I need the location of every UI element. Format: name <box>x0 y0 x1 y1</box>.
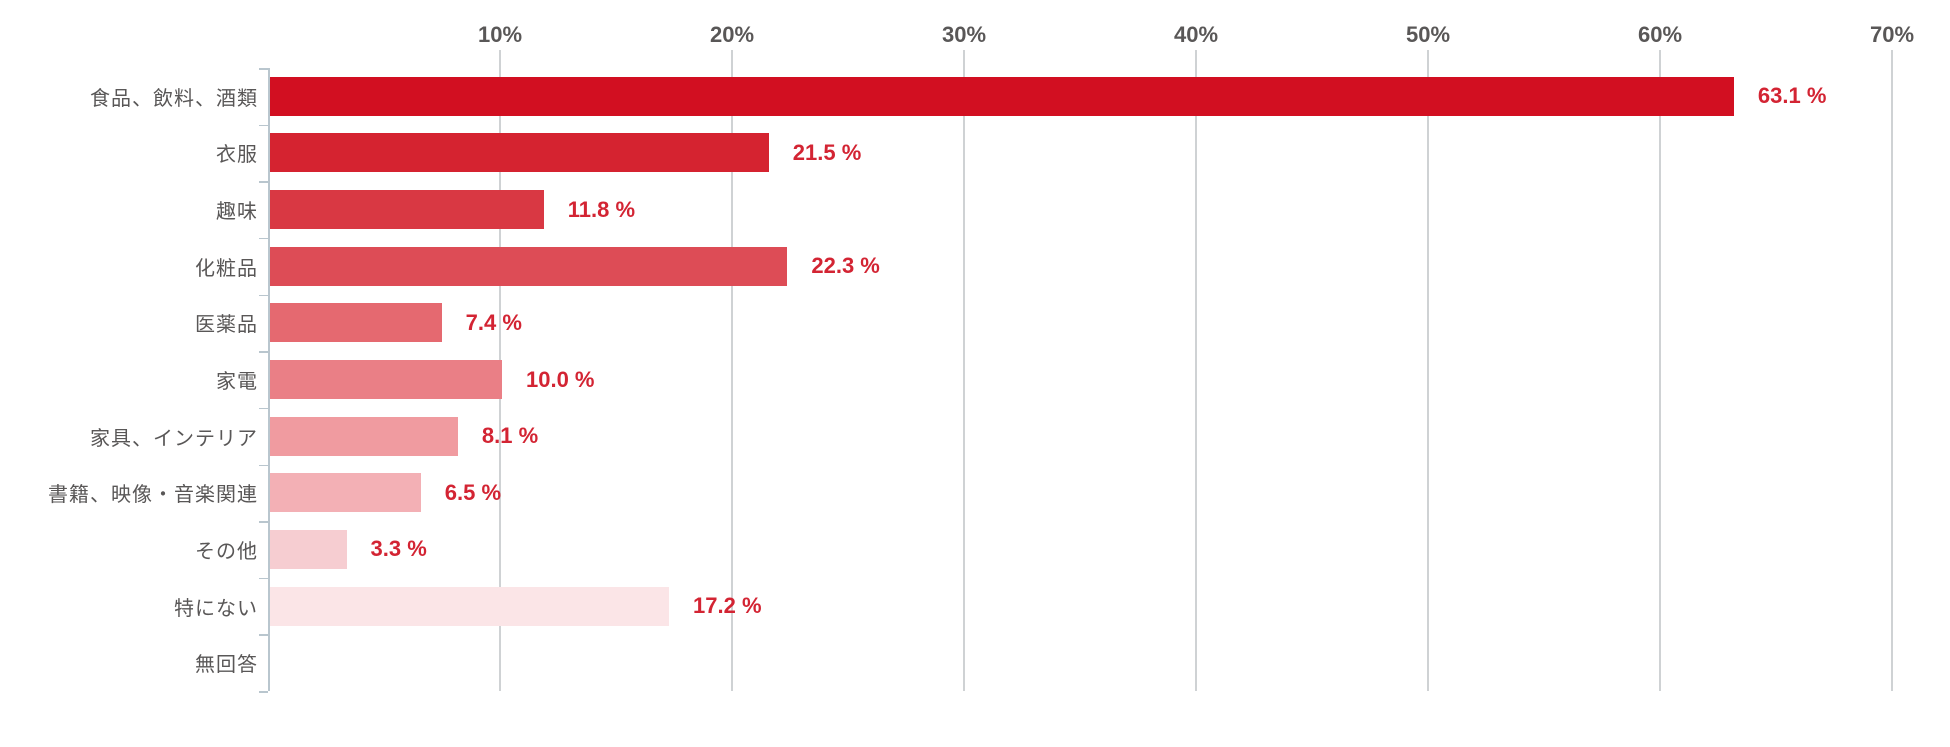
y-axis-tick <box>259 521 268 523</box>
y-axis-line <box>268 68 270 691</box>
gridline <box>1195 50 1197 691</box>
bar <box>270 190 544 230</box>
chart-row: 無回答 <box>0 634 1950 691</box>
value-label: 8.1 % <box>481 423 539 449</box>
bar-track: 10.0 % <box>270 360 1950 400</box>
x-tick-label: 60% <box>1637 22 1683 47</box>
bar <box>270 416 458 456</box>
y-axis-tick <box>259 294 268 296</box>
category-label: 家電 <box>216 371 258 394</box>
gridline <box>731 50 733 691</box>
chart-row: 書籍、映像・音楽関連 6.5 % <box>0 464 1950 521</box>
x-tick-label: 10% <box>477 22 523 47</box>
category-label: 食品、飲料、酒類 <box>90 87 258 110</box>
chart-row: 家電 10.0 % <box>0 351 1950 408</box>
x-tick-label: 40% <box>1173 22 1219 47</box>
bar <box>270 360 502 400</box>
category-label: 趣味 <box>216 201 258 224</box>
y-axis-tick <box>259 68 268 70</box>
category-label: 医薬品 <box>195 314 258 337</box>
bar-track: 21.5 % <box>270 133 1950 173</box>
x-tick-label: 20% <box>709 22 755 47</box>
category-label: 書籍、映像・音楽関連 <box>48 484 258 507</box>
y-axis-tick <box>259 237 268 240</box>
bar-track: 3.3 % <box>270 529 1950 569</box>
value-label: 3.3 % <box>370 536 427 562</box>
category-label: その他 <box>195 540 258 563</box>
gridline <box>1891 50 1893 691</box>
category-label: 特にない <box>174 597 258 620</box>
y-axis-tick <box>259 464 268 466</box>
category-label: 化粧品 <box>195 257 258 280</box>
value-label: 21.5 % <box>792 139 862 165</box>
value-label: 17.2 % <box>693 593 762 619</box>
category-label: 無回答 <box>195 654 258 677</box>
gridline <box>1659 50 1661 691</box>
y-axis-tick <box>259 351 268 353</box>
bar <box>270 586 670 626</box>
category-label: 衣服 <box>216 144 258 167</box>
chart-row: 衣服 21.5 % <box>0 125 1950 182</box>
chart-row: 食品、飲料、酒類 63.1 % <box>0 68 1950 125</box>
y-axis-tick <box>259 124 268 127</box>
chart-row: 趣味 11.8 % <box>0 181 1950 238</box>
chart-row: 家具、インテリア 8.1 % <box>0 408 1950 465</box>
x-tick-label: 70% <box>1869 22 1915 47</box>
y-axis-tick <box>259 634 268 636</box>
x-tick-label: 30% <box>941 22 987 47</box>
y-axis-tick <box>259 691 268 693</box>
y-axis-tick <box>259 407 268 410</box>
value-label: 7.4 % <box>465 309 522 335</box>
category-label: 家具、インテリア <box>90 427 258 450</box>
bar-track: 63.1 % <box>270 76 1950 116</box>
chart-row: 特にない 17.2 % <box>0 578 1950 635</box>
chart-row: 医薬品 7.4 % <box>0 295 1950 352</box>
value-label: 63.1 % <box>1757 83 1827 109</box>
bar <box>270 246 788 286</box>
bar <box>270 529 347 569</box>
value-label: 10.0 % <box>526 366 595 392</box>
y-axis-tick <box>259 577 268 580</box>
value-label: 6.5 % <box>444 479 502 505</box>
bar <box>270 133 769 173</box>
x-tick-label: 50% <box>1405 22 1451 47</box>
chart-row: 化粧品 22.3 % <box>0 238 1950 295</box>
bar <box>270 76 1734 116</box>
gridline <box>1427 50 1429 691</box>
bar-track: 7.4 % <box>270 303 1950 343</box>
bar <box>270 303 442 343</box>
value-label: 11.8 % <box>567 196 636 222</box>
bar-track: 8.1 % <box>270 416 1950 456</box>
bar <box>270 473 421 513</box>
chart-rows: 食品、飲料、酒類 63.1 % 衣服 21.5 % 趣味 11.8 % 化粧品 … <box>0 68 1950 691</box>
bar-track: 22.3 % <box>270 246 1950 286</box>
bar-track <box>270 643 1950 682</box>
bar-track: 11.8 % <box>270 190 1950 230</box>
y-axis-tick <box>259 181 268 183</box>
bar-track: 6.5 % <box>270 473 1950 513</box>
gridline <box>963 50 965 691</box>
bar-track: 17.2 % <box>270 586 1950 626</box>
value-label: 22.3 % <box>811 253 880 279</box>
chart-row: その他 3.3 % <box>0 521 1950 578</box>
